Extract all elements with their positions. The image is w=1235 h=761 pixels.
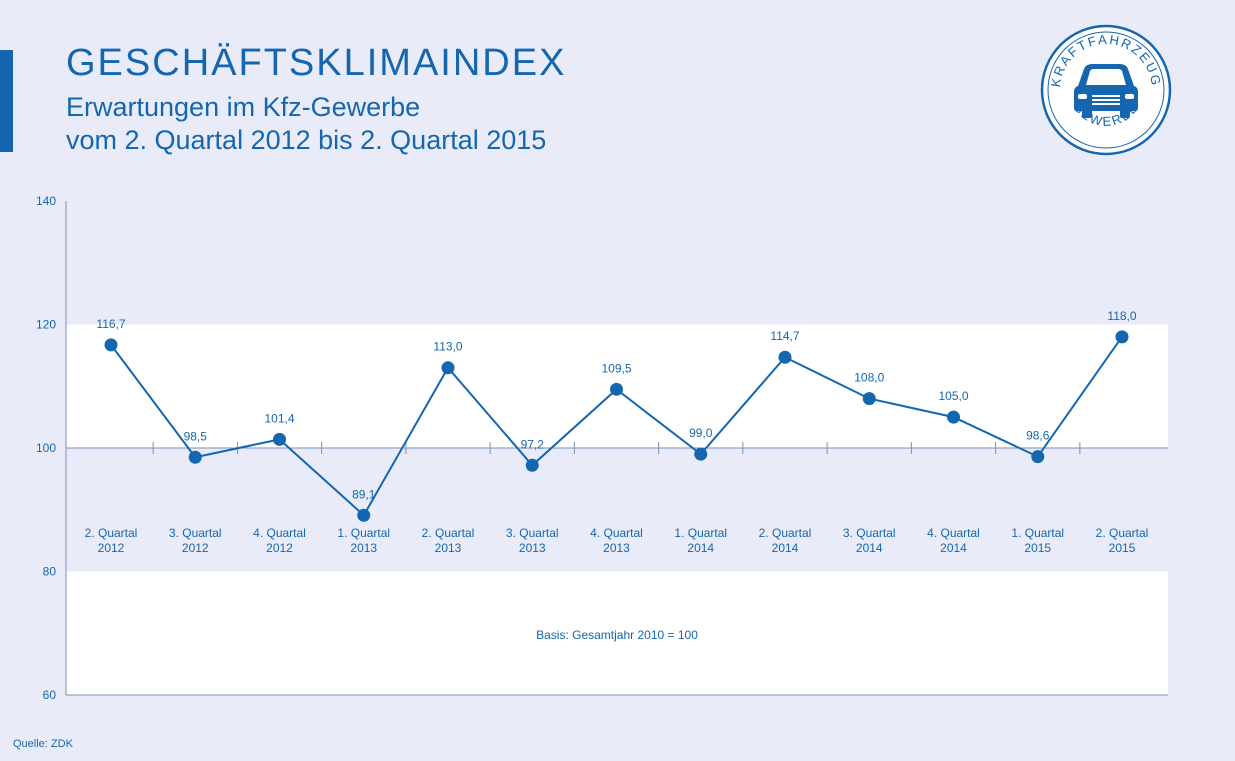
x-tick-label-quarter: 1. Quartal xyxy=(674,526,727,540)
x-tick-label-quarter: 1. Quartal xyxy=(337,526,390,540)
x-tick-label-year: 2015 xyxy=(1024,541,1051,555)
x-tick-label-quarter: 2. Quartal xyxy=(422,526,475,540)
x-tick-label-quarter: 3. Quartal xyxy=(169,526,222,540)
data-label: 97,2 xyxy=(521,437,545,451)
x-tick-label-year: 2014 xyxy=(687,541,714,555)
data-point xyxy=(778,350,792,364)
subtitle-line-2: vom 2. Quartal 2012 bis 2. Quartal 2015 xyxy=(66,125,547,155)
x-tick-label-quarter: 3. Quartal xyxy=(843,526,896,540)
data-point xyxy=(104,338,118,352)
source-note: Quelle: ZDK xyxy=(13,738,73,750)
x-tick-label-year: 2013 xyxy=(435,541,462,555)
x-tick-label-year: 2015 xyxy=(1109,541,1136,555)
x-tick-label-quarter: 1. Quartal xyxy=(1011,526,1064,540)
x-tick-label-year: 2012 xyxy=(98,541,125,555)
x-tick-label-quarter: 4. Quartal xyxy=(590,526,643,540)
kraftfahrzeug-gewerbe-logo: KRAFTFAHRZEUG GEWERBE xyxy=(1040,24,1172,156)
data-point xyxy=(1031,450,1045,464)
data-label: 113,0 xyxy=(433,340,462,354)
data-point xyxy=(862,392,876,406)
x-tick-label-year: 2014 xyxy=(856,541,883,555)
car-icon xyxy=(1074,64,1138,118)
y-tick-label: 60 xyxy=(43,688,57,702)
data-point xyxy=(188,450,202,464)
data-label: 89,1 xyxy=(352,487,376,501)
x-tick-label-year: 2013 xyxy=(603,541,630,555)
x-tick-label-quarter: 2. Quartal xyxy=(85,526,138,540)
x-tick-label-quarter: 2. Quartal xyxy=(759,526,812,540)
x-tick-label-year: 2014 xyxy=(772,541,799,555)
data-point xyxy=(694,447,708,461)
subtitle-line-1: Erwartungen im Kfz-Gewerbe xyxy=(66,92,421,122)
data-point xyxy=(525,458,539,472)
data-label: 114,7 xyxy=(770,329,799,343)
data-label: 118,0 xyxy=(1107,309,1136,323)
basis-note: Basis: Gesamtjahr 2010 = 100 xyxy=(536,628,698,642)
subtitle: Erwartungen im Kfz-Gewerbe vom 2. Quarta… xyxy=(66,91,546,157)
data-point xyxy=(273,432,286,446)
accent-bar xyxy=(0,50,13,152)
data-label: 99,0 xyxy=(689,426,713,440)
x-tick-label-quarter: 3. Quartal xyxy=(506,526,559,540)
data-label: 98,5 xyxy=(184,429,208,443)
data-label: 109,5 xyxy=(601,361,631,375)
y-tick-label: 100 xyxy=(36,441,56,455)
data-label: 98,6 xyxy=(1026,429,1050,443)
x-tick-label-quarter: 2. Quartal xyxy=(1096,526,1149,540)
y-tick-label: 80 xyxy=(43,565,57,579)
x-tick-label-year: 2012 xyxy=(266,541,293,555)
x-tick-label-quarter: 4. Quartal xyxy=(927,526,980,540)
data-label: 101,4 xyxy=(264,411,294,425)
y-tick-label: 140 xyxy=(36,194,56,208)
band-lower xyxy=(66,571,1168,695)
data-point xyxy=(947,410,960,424)
data-point xyxy=(441,361,455,375)
data-label: 108,0 xyxy=(854,371,884,385)
data-point xyxy=(1115,330,1129,344)
x-tick-label-year: 2014 xyxy=(940,541,967,555)
y-tick-label: 120 xyxy=(36,318,56,332)
page-title: GESCHÄFTSKLIMAINDEX xyxy=(66,42,567,84)
data-point xyxy=(610,382,623,396)
x-tick-label-quarter: 4. Quartal xyxy=(253,526,306,540)
data-label: 105,0 xyxy=(938,389,968,403)
data-point xyxy=(357,508,371,522)
x-tick-label-year: 2012 xyxy=(182,541,209,555)
x-tick-label-year: 2013 xyxy=(350,541,377,555)
data-label: 116,7 xyxy=(96,317,125,331)
x-tick-label-year: 2013 xyxy=(519,541,546,555)
